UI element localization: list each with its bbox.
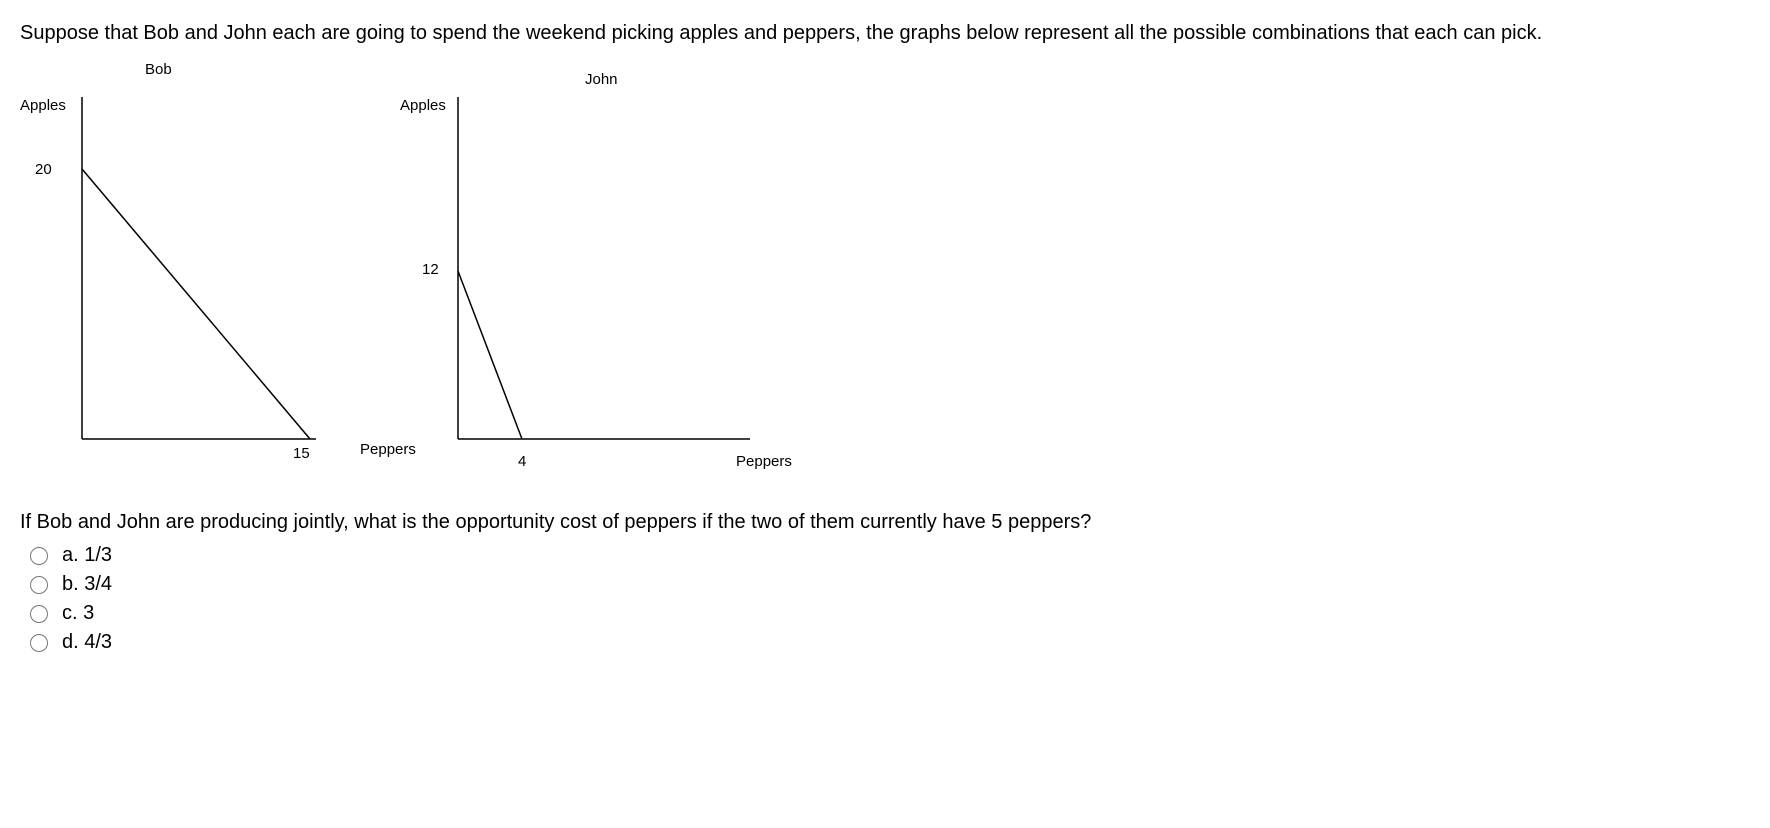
radio-icon — [30, 634, 48, 652]
radio-icon — [30, 576, 48, 594]
radio-icon — [30, 605, 48, 623]
question-text: Suppose that Bob and John each are going… — [20, 20, 1750, 47]
option-c[interactable]: c. 3 — [30, 602, 1750, 625]
option-d[interactable]: d. 4/3 — [30, 631, 1750, 654]
option-a[interactable]: a. 1/3 — [30, 544, 1750, 567]
option-b-label: b. 3/4 — [62, 573, 112, 596]
john-chart: John Apples 12 4 Peppers — [390, 61, 790, 481]
bob-chart: Bob Apples 20 15 Peppers — [20, 61, 390, 481]
option-d-label: d. 4/3 — [62, 631, 112, 654]
option-a-label: a. 1/3 — [62, 544, 112, 567]
option-b[interactable]: b. 3/4 — [30, 573, 1750, 596]
charts-container: Bob Apples 20 15 Peppers John Apples 12 … — [20, 61, 1750, 481]
option-c-label: c. 3 — [62, 602, 94, 625]
radio-icon — [30, 547, 48, 565]
followup-question: If Bob and John are producing jointly, w… — [20, 511, 1750, 534]
answer-options: a. 1/3 b. 3/4 c. 3 d. 4/3 — [30, 544, 1750, 654]
